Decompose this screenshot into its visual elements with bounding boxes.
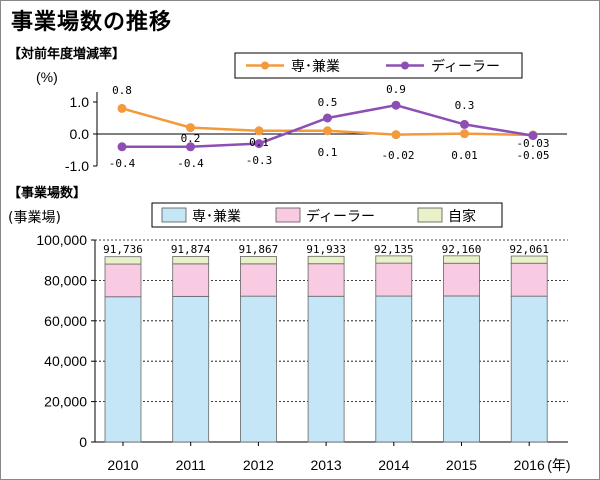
line-legend-swatch-marker	[401, 61, 409, 70]
line-data-label: -0.3	[246, 154, 273, 167]
bar-x-tick-label: 2015	[446, 457, 477, 473]
bar-segment-dealer	[104, 263, 142, 298]
line-data-label: 0.2	[181, 132, 201, 145]
bar-segment-jika	[239, 256, 277, 265]
line-point	[186, 142, 195, 152]
line-data-label: 0.1	[249, 136, 269, 149]
bar-segment-senkengyo	[510, 295, 548, 443]
line-point	[117, 103, 127, 113]
bar-segment-jika	[172, 256, 210, 265]
bar-y-tick-label: 0	[79, 434, 87, 450]
bar-segment-senkengyo	[239, 295, 277, 443]
line-point	[391, 100, 401, 110]
bar-segment-dealer	[172, 263, 210, 297]
line-point	[186, 123, 195, 133]
bar-total-label: 91,736	[103, 243, 143, 256]
bar-legend-swatch	[161, 207, 187, 223]
line-point	[117, 142, 127, 152]
line-point	[323, 113, 332, 123]
line-point	[460, 129, 469, 139]
bar-x-tick-label: 2011	[176, 457, 206, 473]
bar-segment-jika	[510, 255, 548, 264]
bar-legend-label: ディーラー	[306, 208, 375, 225]
line-data-label: -0.02	[381, 149, 414, 162]
line-data-label: 0.01	[451, 149, 478, 162]
bar-y-tick-label: 40,000	[44, 353, 87, 369]
bar-total-label: 92,061	[509, 243, 549, 256]
line-y-tick-label: -1.0	[65, 158, 89, 174]
bar-y-tick-label: 60,000	[44, 313, 87, 329]
bar-legend-label: 自家	[448, 208, 476, 225]
line-point	[254, 126, 264, 136]
bar-x-unit-label: (年)	[547, 457, 570, 473]
line-data-label: 0.1	[318, 146, 338, 159]
line-y-tick-label: 0.0	[70, 126, 90, 142]
line-y-tick-label: 1.0	[70, 94, 90, 110]
bar-total-label: 91,933	[306, 243, 346, 256]
bar-legend-swatch	[417, 207, 443, 223]
bar-y-tick-label: 80,000	[44, 272, 87, 288]
bar-segment-dealer	[510, 262, 548, 297]
bar-segment-dealer	[375, 262, 413, 297]
bar-segment-senkengyo	[172, 295, 210, 443]
line-point	[254, 139, 264, 149]
bar-total-label: 91,874	[171, 243, 211, 256]
bar-segment-senkengyo	[307, 295, 345, 443]
bar-segment-dealer	[239, 263, 277, 297]
line-data-label: 0.9	[386, 83, 406, 96]
bar-x-tick-label: 2016	[514, 457, 545, 473]
bar-segment-jika	[375, 255, 413, 264]
line-unit-label: (%)	[36, 69, 58, 85]
line-data-label: -0.03	[516, 137, 549, 150]
bar-total-label: 91,867	[239, 243, 279, 256]
line-point	[323, 126, 332, 136]
line-data-label: 0.8	[112, 84, 132, 97]
bar-segment-senkengyo	[375, 295, 413, 443]
line-data-label: 0.5	[318, 96, 338, 109]
bar-x-tick-label: 2014	[378, 457, 409, 473]
line-data-label: -0.4	[177, 157, 204, 170]
bar-segment-jika	[443, 255, 480, 264]
line-point	[528, 131, 538, 141]
bar-x-tick-label: 2010	[107, 457, 138, 473]
bar-segment-jika	[307, 255, 345, 265]
line-data-label: -0.05	[516, 149, 549, 162]
bar-segment-senkengyo	[104, 296, 142, 443]
main-title: 事業場数の推移	[11, 10, 173, 35]
line-data-label: 0.3	[455, 99, 475, 112]
bar-y-tick-label: 100,000	[36, 232, 87, 248]
line-point	[391, 130, 401, 140]
bar-segment-jika	[104, 256, 142, 265]
line-section-label: 【対前年度増減率】	[8, 46, 125, 62]
bar-segment-dealer	[307, 263, 345, 297]
bar-legend-label: 専･兼業	[192, 209, 241, 225]
line-data-label: -0.4	[109, 157, 136, 170]
bar-y-tick-label: 20,000	[44, 394, 87, 410]
bar-legend-swatch	[275, 207, 301, 223]
bar-segment-senkengyo	[443, 295, 480, 443]
bar-x-tick-label: 2012	[243, 457, 274, 473]
bar-segment-dealer	[443, 262, 480, 297]
line-point	[460, 119, 469, 129]
bar-unit-label: (事業場)	[8, 210, 61, 226]
bar-section-label: 【事業場数】	[8, 185, 86, 201]
bar-total-label: 92,135	[374, 243, 414, 256]
line-legend-label: 専･兼業	[291, 59, 340, 75]
bar-legend	[151, 202, 503, 228]
bar-total-label: 92,160	[442, 243, 482, 256]
bar-x-tick-label: 2013	[311, 457, 342, 473]
line-legend-swatch-marker	[261, 61, 269, 70]
line-legend-label: ディーラー	[431, 58, 500, 75]
